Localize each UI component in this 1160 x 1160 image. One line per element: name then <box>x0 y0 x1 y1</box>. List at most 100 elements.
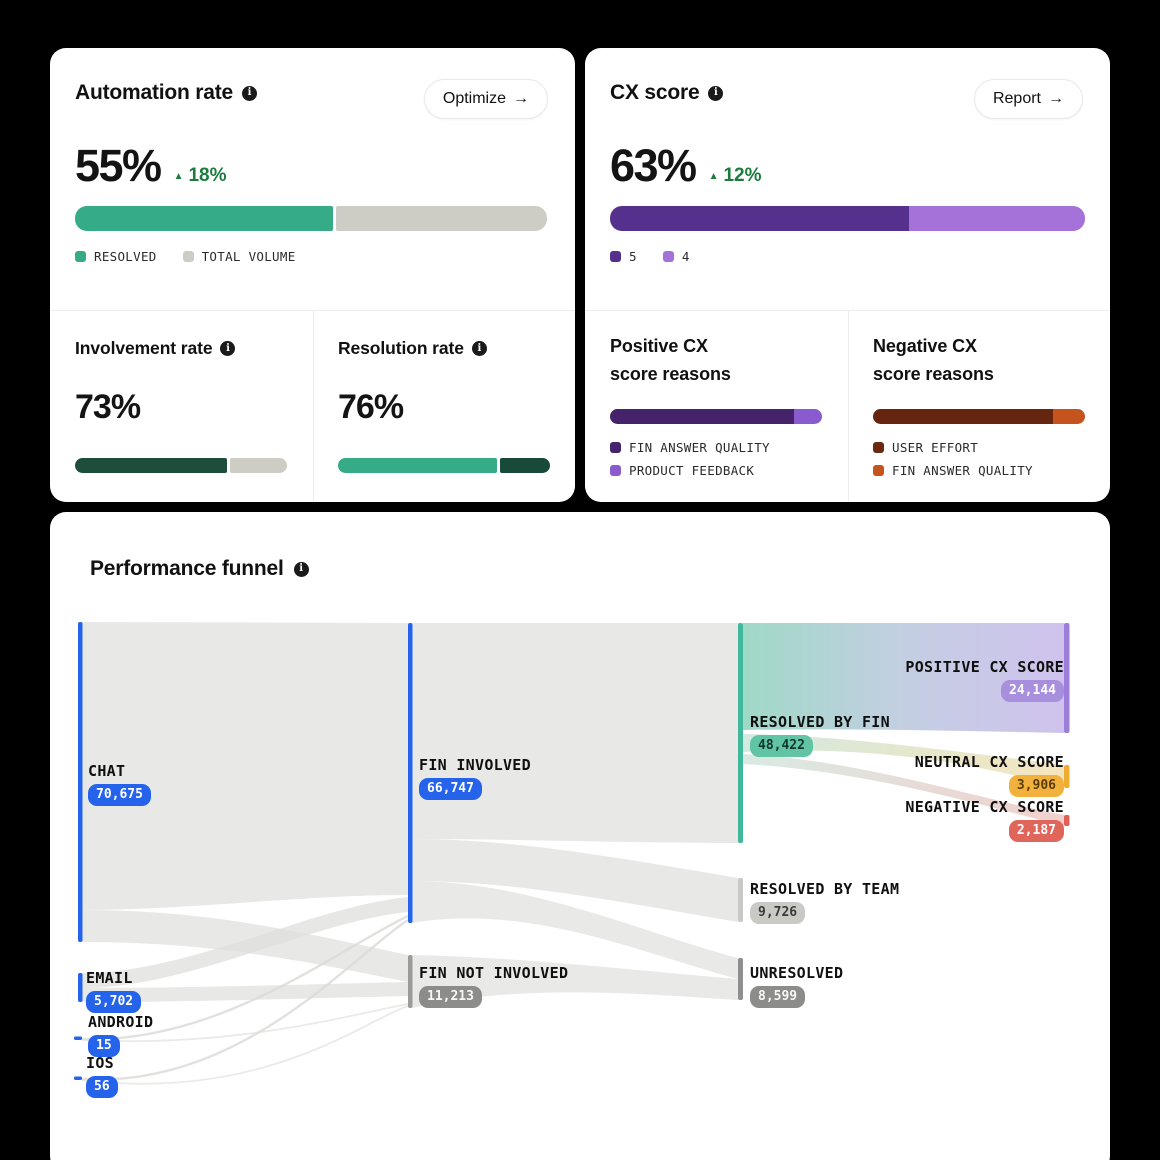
positive-title-line1: Positive CX <box>610 336 708 356</box>
resolved-by-team-value-badge: 9,726 <box>750 902 806 924</box>
cx-card-title: CX score <box>610 81 700 104</box>
resolution-rate-bar <box>338 458 550 473</box>
involvement-rate-header: Involvement rate i <box>75 338 236 359</box>
negative-cx-label: NEGATIVE CX SCORE <box>905 798 1064 816</box>
funnel-node-resolved-by-team[interactable]: RESOLVED BY TEAM 9,726 <box>750 880 899 924</box>
fin-answer-quality-segment <box>610 409 794 424</box>
cx-legend: 5 4 <box>610 249 690 264</box>
optimize-button[interactable]: Optimize → <box>423 79 548 119</box>
fin-involved-value-badge: 66,747 <box>419 778 482 800</box>
divider <box>848 310 849 502</box>
report-button[interactable]: Report → <box>973 79 1083 119</box>
score-5-label: 5 <box>629 249 637 264</box>
score-5-swatch <box>610 251 621 262</box>
involvement-rate-value: 73% <box>75 388 141 426</box>
resolution-filled-segment <box>338 458 497 473</box>
unresolved-value-badge: 8,599 <box>750 986 806 1008</box>
funnel-node-resolved-by-fin[interactable]: RESOLVED BY FIN 48,422 <box>750 713 890 757</box>
automation-delta: 18% <box>174 165 226 187</box>
funnel-node-android[interactable]: ANDROID 15 <box>88 1013 153 1057</box>
product-feedback-label: PRODUCT FEEDBACK <box>629 463 755 478</box>
resolution-remainder-segment <box>500 458 550 473</box>
fin-not-involved-label: FIN NOT INVOLVED <box>419 964 569 982</box>
neutral-cx-label: NEUTRAL CX SCORE <box>914 753 1064 771</box>
android-label: ANDROID <box>88 1013 154 1031</box>
funnel-node-unresolved[interactable]: UNRESOLVED 8,599 <box>750 964 843 1008</box>
funnel-node-fin-not-involved[interactable]: FIN NOT INVOLVED 11,213 <box>419 964 568 1008</box>
automation-value: 55% <box>75 140 162 191</box>
divider <box>50 310 575 311</box>
legend-item-user-effort: USER EFFORT <box>873 440 1033 455</box>
negative-cx-value-badge: 2,187 <box>1008 820 1064 842</box>
total-volume-segment <box>336 206 547 231</box>
funnel-node-fin-involved[interactable]: FIN INVOLVED 66,747 <box>419 756 531 800</box>
product-feedback-swatch <box>610 465 621 476</box>
user-effort-label: USER EFFORT <box>892 440 979 455</box>
product-feedback-segment <box>794 409 822 424</box>
funnel-node-ios[interactable]: IOS 56 <box>86 1054 118 1098</box>
neg-fin-answer-quality-label: FIN ANSWER QUALITY <box>892 463 1033 478</box>
resolution-rate-title: Resolution rate <box>338 338 464 358</box>
unresolved-label: UNRESOLVED <box>750 964 844 982</box>
optimize-button-label: Optimize <box>442 90 506 107</box>
resolution-rate-value: 76% <box>338 388 404 426</box>
funnel-node-positive-cx[interactable]: POSITIVE CX SCORE 24,144 <box>905 658 1064 702</box>
fin-not-involved-value-badge: 11,213 <box>419 986 482 1008</box>
ios-value-badge: 56 <box>86 1076 118 1098</box>
resolved-by-team-label: RESOLVED BY TEAM <box>750 880 900 898</box>
automation-card-header: Automation rate i <box>75 81 258 105</box>
arrow-right-icon: → <box>1048 90 1064 107</box>
funnel-node-email[interactable]: EMAIL 5,702 <box>86 969 142 1013</box>
resolved-by-fin-label: RESOLVED BY FIN <box>750 713 890 731</box>
negative-reasons-bar <box>873 409 1085 424</box>
resolved-swatch <box>75 251 86 262</box>
funnel-node-neutral-cx[interactable]: NEUTRAL CX SCORE 3,906 <box>915 753 1064 797</box>
fin-answer-quality-swatch <box>610 442 621 453</box>
involvement-track-segment <box>230 458 287 473</box>
email-label: EMAIL <box>86 969 133 987</box>
performance-funnel-card: Performance funnel i <box>50 512 1110 1160</box>
divider <box>585 310 1110 311</box>
positive-cx-value-badge: 24,144 <box>1001 680 1064 702</box>
neg-fin-answer-quality-swatch <box>873 465 884 476</box>
cx-score-4-segment <box>909 206 1085 231</box>
legend-item-fin-answer-quality: FIN ANSWER QUALITY <box>610 440 770 455</box>
legend-item-resolved: RESOLVED <box>75 249 157 264</box>
legend-item-total-volume: TOTAL VOLUME <box>182 249 296 264</box>
sankey-flows <box>81 622 1064 1085</box>
funnel-node-chat[interactable]: CHAT 70,675 <box>88 762 151 806</box>
resolved-by-fin-value-badge: 48,422 <box>750 735 813 757</box>
funnel-node-negative-cx[interactable]: NEGATIVE CX SCORE 2,187 <box>905 798 1064 842</box>
positive-cx-label: POSITIVE CX SCORE <box>905 658 1064 676</box>
info-icon[interactable]: i <box>220 341 236 356</box>
ios-label: IOS <box>86 1054 114 1072</box>
sankey-node-bars <box>74 622 1070 1080</box>
android-value-badge: 15 <box>88 1035 120 1057</box>
total-volume-swatch <box>182 251 194 262</box>
legend-item-product-feedback: PRODUCT FEEDBACK <box>610 463 770 478</box>
info-icon[interactable]: i <box>293 561 309 577</box>
total-volume-label: TOTAL VOLUME <box>201 249 296 264</box>
fin-involved-label: FIN INVOLVED <box>419 756 531 774</box>
chat-label: CHAT <box>88 762 126 780</box>
involvement-rate-title: Involvement rate <box>75 338 213 358</box>
negative-title-line1: Negative CX <box>873 336 977 356</box>
automation-legend: RESOLVED TOTAL VOLUME <box>75 249 296 264</box>
positive-title-line2: score reasons <box>610 364 731 384</box>
funnel-header: Performance funnel i <box>90 557 309 581</box>
legend-item-4: 4 <box>662 249 690 264</box>
neutral-cx-value-badge: 3,906 <box>1008 775 1064 797</box>
involvement-filled-segment <box>75 458 227 473</box>
info-icon[interactable]: i <box>471 341 487 356</box>
cx-progress-bar <box>610 206 1085 231</box>
automation-rate-card: Automation rate i Optimize → 55% 18% RES… <box>50 48 575 502</box>
info-icon[interactable]: i <box>242 85 258 101</box>
cx-delta: 12% <box>709 165 761 187</box>
arrow-right-icon: → <box>513 90 529 107</box>
legend-item-neg-fin-answer-quality: FIN ANSWER QUALITY <box>873 463 1033 478</box>
info-icon[interactable]: i <box>708 85 724 101</box>
sankey-svg <box>74 622 1070 1085</box>
cx-score-5-segment <box>610 206 909 231</box>
negative-reasons-legend: USER EFFORT FIN ANSWER QUALITY <box>873 440 1033 478</box>
